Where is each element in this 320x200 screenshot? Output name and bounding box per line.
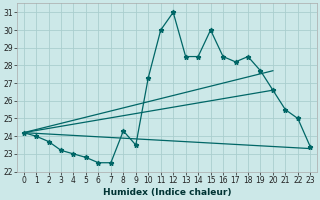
X-axis label: Humidex (Indice chaleur): Humidex (Indice chaleur) [103, 188, 231, 197]
